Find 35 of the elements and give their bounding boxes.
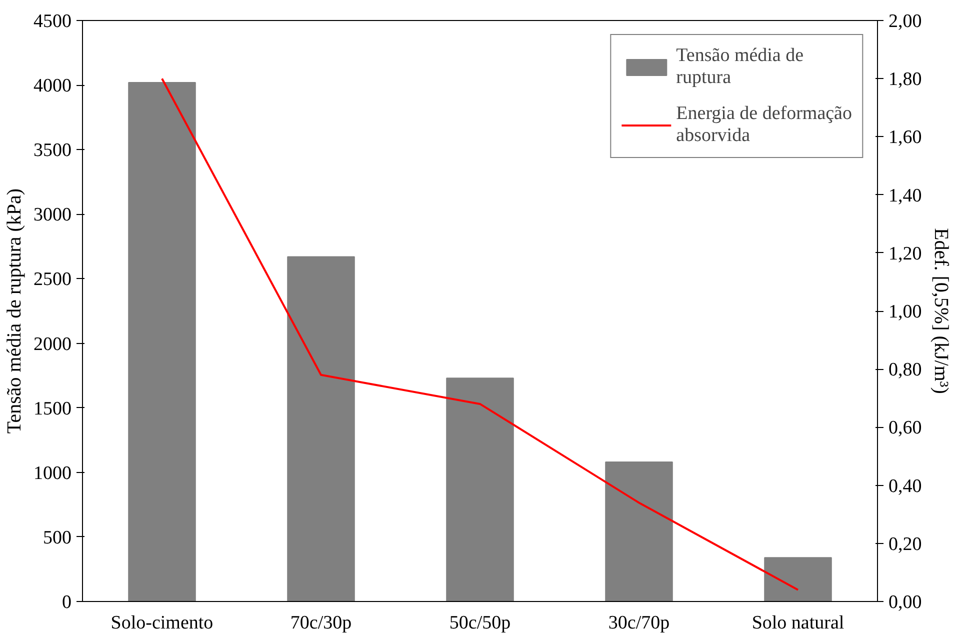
legend-label: Energia de deformação absorvida <box>676 103 852 147</box>
y2-axis-title: Edef. [0,5%] (kJ/m³) <box>930 228 952 394</box>
y2-tick-label: 1,40 <box>888 185 922 206</box>
y2-tick-label: 2,00 <box>888 11 922 32</box>
y-tick-label: 0 <box>62 592 72 613</box>
x-tick-label: 70c/30p <box>290 612 352 634</box>
y2-tick-label: 0,20 <box>888 534 922 555</box>
bar <box>446 378 514 602</box>
y2-tick-label: 1,20 <box>888 243 922 264</box>
y2-tick-label: 0,00 <box>888 592 922 613</box>
y-tick-label: 4500 <box>34 11 72 32</box>
y-tick-label: 2000 <box>34 334 72 355</box>
y-axis-title: Tensão média de ruptura (kPa) <box>4 188 26 434</box>
bar <box>764 557 832 602</box>
legend-label: Tensão média de ruptura <box>676 45 804 89</box>
x-tick-label: Solo natural <box>752 612 844 634</box>
y-tick-label: 2500 <box>34 269 72 290</box>
y-tick-label: 4000 <box>34 76 72 97</box>
bar <box>287 256 355 602</box>
x-tick-label: 30c/70p <box>608 612 670 634</box>
y-tick-label: 500 <box>43 527 72 548</box>
y-tick-label: 1000 <box>34 462 72 484</box>
y2-tick-label: 1,60 <box>888 127 922 148</box>
y-tick-label: 3000 <box>34 204 72 226</box>
y-tick-label: 1500 <box>34 398 72 420</box>
bar <box>128 82 196 602</box>
x-tick-label: 50c/50p <box>449 612 511 634</box>
y-tick-label: 3500 <box>34 140 72 162</box>
bar <box>605 462 673 602</box>
y2-tick-label: 0,40 <box>888 476 922 497</box>
y2-tick-label: 0,60 <box>888 418 922 439</box>
y2-tick-label: 1,00 <box>888 302 922 322</box>
y2-tick-label: 0,80 <box>888 360 922 381</box>
y2-tick-label: 1,80 <box>888 69 922 90</box>
x-tick-label: Solo-cimento <box>110 612 214 634</box>
